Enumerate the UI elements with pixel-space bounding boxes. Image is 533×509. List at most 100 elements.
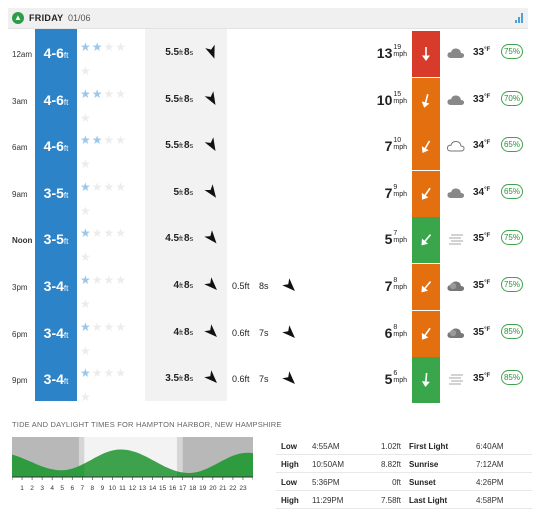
star-icon: ★ xyxy=(103,40,115,54)
star-icon: ★ xyxy=(115,133,127,148)
wind-direction-arrow-icon xyxy=(421,140,431,154)
secondary-swell-period-unit: s xyxy=(264,374,269,385)
wind-direction-cell xyxy=(412,124,440,171)
primary-swell-height-unit: ft xyxy=(179,50,183,57)
surf-height-unit: ft xyxy=(63,190,69,200)
tide-height: 8.82ft xyxy=(380,460,401,469)
row-time: 12am xyxy=(12,50,33,59)
star-icon: ★ xyxy=(115,40,127,54)
secondary-swell-height: 0.5ft xyxy=(232,281,250,291)
surf-height: 3-5ft xyxy=(35,231,77,247)
surf-height-unit: ft xyxy=(63,237,69,247)
wind-direction-cell xyxy=(412,77,440,124)
secondary-swell-period-value: 7 xyxy=(259,327,265,338)
rating-stars: ★★★★ ★ xyxy=(80,224,140,263)
temperature: 35°F xyxy=(473,233,490,244)
wind-direction-cell xyxy=(412,31,440,77)
tide-table: Low 4:55AM 1.02ft First Light 6:40AM High 10:5… xyxy=(276,437,532,509)
primary-swell-direction-arrow-icon xyxy=(204,137,216,152)
surf-height-unit: ft xyxy=(63,330,69,340)
star-icon: ★ xyxy=(103,86,115,101)
temperature-unit: °F xyxy=(484,47,491,53)
primary-swell-height: 5.5ft xyxy=(151,94,183,105)
wind-direction-arrow-icon xyxy=(421,93,430,108)
probability-badge: 65% xyxy=(501,183,523,199)
surf-height-unit: ft xyxy=(63,377,69,387)
primary-swell-period: 8s xyxy=(184,233,193,244)
tide-type: High xyxy=(281,496,299,505)
primary-swell-height-value: 5.5 xyxy=(165,93,180,105)
rating-stars: ★★★★ ★ xyxy=(80,131,140,170)
star-icon: ★ xyxy=(103,319,115,334)
probability-badge: 70% xyxy=(501,90,523,106)
forecast-row: 6pm 3-4ft ★★★★ ★ 4ft 8s 0.6ft 7s 68 mph 35°F 85% xyxy=(8,310,528,357)
daylight-time: 7:12AM xyxy=(476,460,504,469)
primary-swell-direction-arrow-icon xyxy=(205,44,215,59)
primary-swell-height: 5.5ft xyxy=(151,47,183,58)
star-icon: ★ xyxy=(91,133,103,148)
daylight-time: 4:26PM xyxy=(476,478,504,487)
secondary-swell-height-value: 0.6 xyxy=(232,374,245,385)
wind-speed-value: 5 xyxy=(384,371,393,388)
star-icon: ★ xyxy=(80,64,91,78)
star-icon: ★ xyxy=(80,319,91,334)
wind-direction-arrow-icon xyxy=(421,373,430,388)
wind-speed: 1015 mph xyxy=(363,90,407,108)
primary-swell-height: 3.5ft xyxy=(151,373,183,384)
wind-speed-value: 7 xyxy=(384,184,393,201)
forecast-row: 12am 4-6ft ★★★★ ★ 5.5ft 8s 1319 mph 33°F 75% xyxy=(8,31,528,77)
day-header[interactable]: ▲ FRIDAY 01/06 xyxy=(8,8,528,29)
wind-gust-value: 8 xyxy=(393,323,398,331)
star-icon: ★ xyxy=(80,110,91,125)
temperature-unit: °F xyxy=(484,186,491,193)
star-icon: ★ xyxy=(103,366,115,381)
wind-speed-value: 5 xyxy=(384,231,393,248)
primary-swell-height-value: 4 xyxy=(173,280,180,291)
temperature: 33°F xyxy=(473,47,490,58)
probability-badge: 75% xyxy=(501,44,523,59)
wind-unit: mph xyxy=(393,377,407,385)
star-icon: ★ xyxy=(80,157,91,172)
star-icon: ★ xyxy=(80,390,91,405)
surf-height-unit: ft xyxy=(63,51,69,60)
daylight-label: Last Light xyxy=(409,496,448,505)
tide-type: Low xyxy=(281,442,297,451)
primary-swell-height: 4.5ft xyxy=(151,233,183,244)
hour-label: 17 xyxy=(179,485,187,492)
surf-height-value: 3-4 xyxy=(43,324,64,341)
star-icon: ★ xyxy=(80,133,91,148)
temperature: 33°F xyxy=(473,94,490,105)
primary-swell-period-unit: s xyxy=(189,329,194,337)
wind-direction-cell xyxy=(412,357,440,404)
star-icon: ★ xyxy=(80,366,91,381)
tide-row: Low 4:55AM 1.02ft First Light 6:40AM xyxy=(276,437,532,455)
secondary-swell-period-value: 8 xyxy=(259,281,265,291)
hour-label: 8 xyxy=(91,485,95,492)
wind-gust-value: 6 xyxy=(393,370,398,378)
surf-height-value: 3-4 xyxy=(43,278,64,294)
collapse-chevron-icon[interactable]: ▲ xyxy=(12,12,24,24)
row-time: 6am xyxy=(12,143,28,153)
rating-stars: ★★★★ ★ xyxy=(80,364,140,403)
temperature: 35°F xyxy=(473,373,490,384)
primary-swell-period-value: 8 xyxy=(184,326,190,338)
wind-gust-value: 15 xyxy=(393,90,402,98)
wind-direction-arrow-icon xyxy=(421,327,431,340)
secondary-swell-height-value: 0.5 xyxy=(232,281,245,291)
temperature-unit: °F xyxy=(484,233,491,240)
forecast-row: 6am 4-6ft ★★★★ ★ 5.5ft 8s 710 mph 34°F 65% xyxy=(8,124,528,171)
wind-speed-value: 7 xyxy=(384,278,393,294)
daylight-label: Sunrise xyxy=(409,460,439,469)
star-icon: ★ xyxy=(80,250,91,265)
primary-swell-period-unit: s xyxy=(189,376,194,384)
wind-gust-value: 19 xyxy=(393,44,402,51)
primary-swell-period-value: 8 xyxy=(184,233,190,245)
probability-badge: 85% xyxy=(501,370,523,386)
daylight-label: First Light xyxy=(409,442,449,451)
hour-label: 18 xyxy=(189,485,197,492)
wind-unit: mph xyxy=(393,190,407,198)
temperature-value: 33 xyxy=(473,47,485,58)
forecast-row: 9pm 3-4ft ★★★★ ★ 3.5ft 8s 0.6ft 7s 56 mph 35°F 85% xyxy=(8,357,528,404)
temperature-unit: °F xyxy=(484,140,491,147)
hour-label: 13 xyxy=(139,485,147,492)
